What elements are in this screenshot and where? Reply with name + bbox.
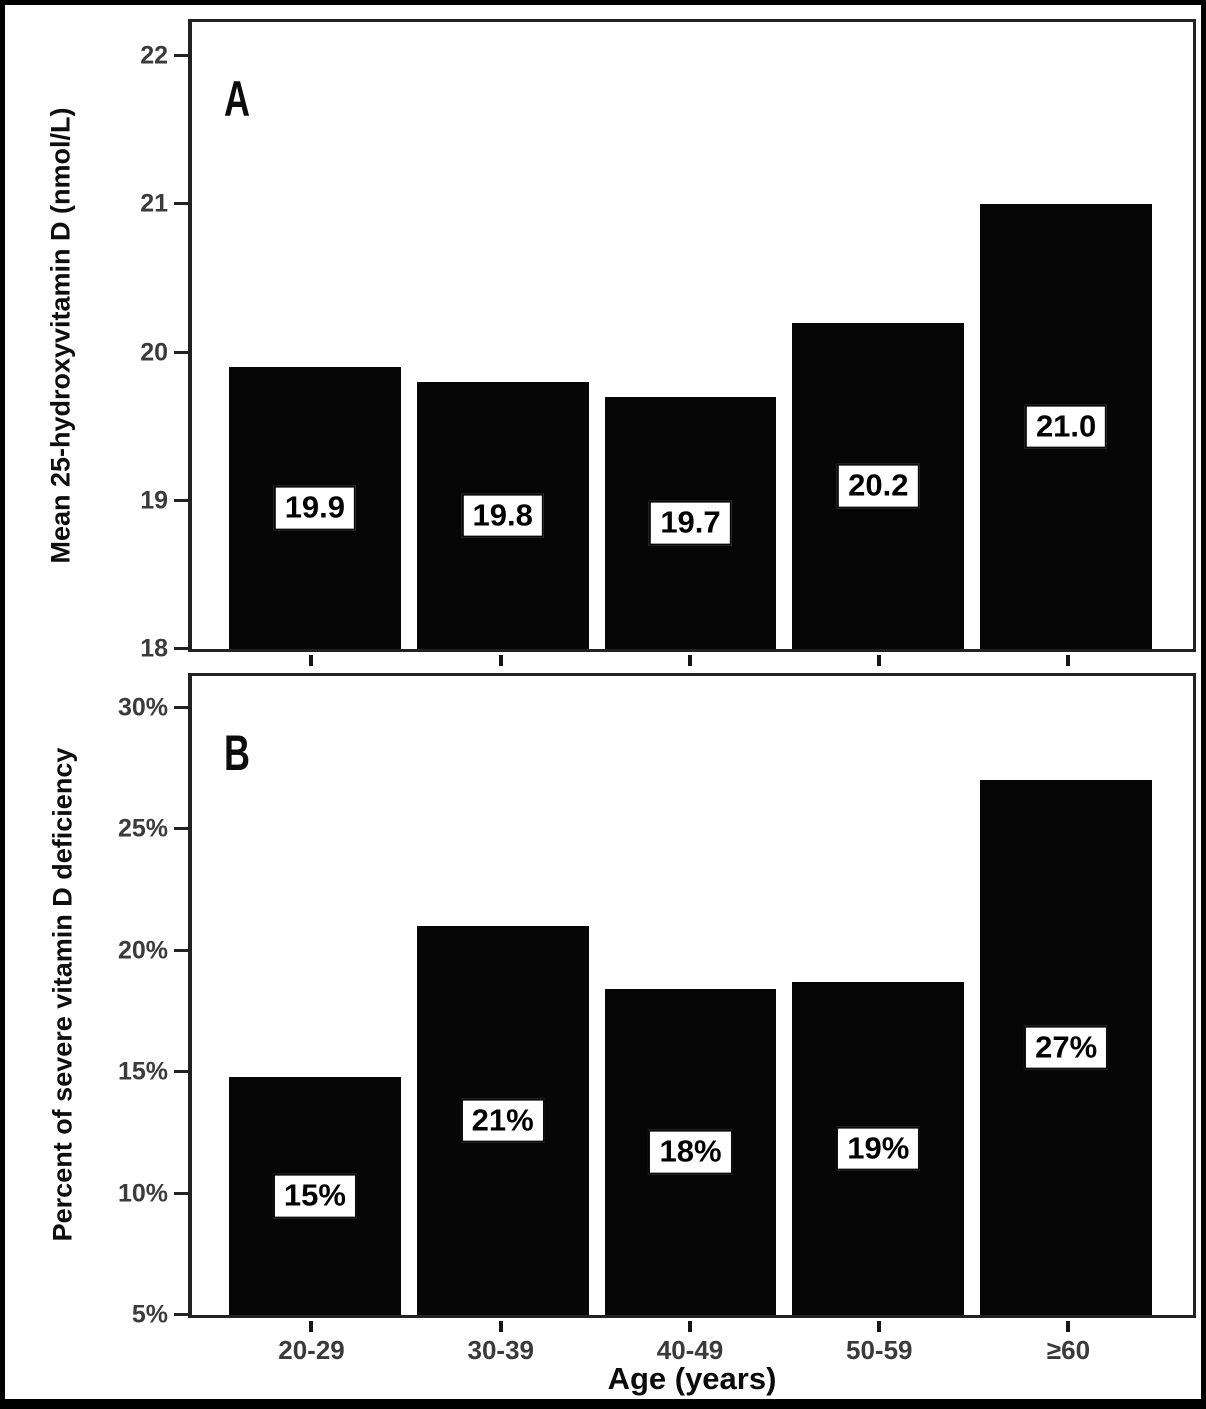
y-tick-label: 20% [117,936,168,965]
y-tick-label: 5% [131,1300,168,1329]
y-tick [174,202,189,206]
bar-40-49: 19.7 [604,397,777,649]
y-tick-label: 19 [140,486,168,515]
bar-30-39: 21% [416,926,589,1315]
y-tick [174,498,189,502]
x-tick-slot [604,1321,777,1333]
x-tick [1066,1321,1071,1332]
panel-a-x-ticks [225,655,1155,667]
bar-50-59: 20.2 [792,322,965,649]
panel-b-plot-area: B 15% 21% 18% 19% 27% 30% 25% 20% 15% 10% 5% [118,673,1196,1327]
bar-value-label: 21.0 [1024,404,1108,450]
bar-value-label: 18% [648,1129,733,1175]
y-tick-label: 30% [117,693,168,722]
bar-value-label: 19.7 [649,500,732,546]
bar-value-label: 19.9 [273,485,357,531]
bar-30-39: 19.8 [416,382,589,649]
y-tick [174,1313,189,1316]
y-tick [174,1070,189,1074]
x-tick-label: 50-59 [845,1335,913,1365]
y-tick-label: 25% [117,814,168,843]
x-tick [877,655,882,666]
x-tick [687,1321,692,1332]
x-axis-tick-labels: 20-29 30-39 40-49 50-59 ≥60 [225,1335,1155,1366]
bar-value-label: 19.8 [461,493,544,538]
panel-a-plot-area: A 19.9 19.8 19.7 20.2 21.0 22 21 20 19 18 [140,19,1196,661]
y-tick [174,1191,189,1195]
bar-value-label: 21% [460,1098,545,1143]
x-tick [498,655,503,666]
x-tick-slot [414,655,587,667]
bar-50-59: 19% [792,982,965,1315]
x-tick-label: 30-39 [467,1335,534,1365]
y-tick [174,54,189,58]
panel-b-letter: B [224,725,250,781]
x-tick-slot [793,655,966,667]
panel-a-bars: 19.9 19.8 19.7 20.2 21.0 [229,22,1152,649]
bar-value-label: 19% [836,1126,921,1171]
bar-value-label: 15% [272,1173,357,1219]
x-tick-slot [982,655,1155,667]
y-tick [174,350,189,354]
x-tick [309,655,314,666]
x-tick-label: 20-29 [278,1335,345,1365]
x-tick-label: ≥60 [1046,1335,1091,1365]
bar-20-29: 19.9 [229,367,401,649]
y-tick-label: 18 [140,634,168,663]
x-tick [1066,655,1071,666]
x-tick [877,1321,882,1332]
panel-a-letter: A [224,71,250,127]
bar-40-49: 18% [604,989,777,1315]
x-tick [309,1321,314,1332]
x-tick [498,1321,503,1332]
bar-20-29: 15% [229,1076,401,1315]
x-tick-slot [414,1321,587,1333]
x-tick-slot [604,655,777,667]
x-axis-title: Age (years) [607,1361,777,1396]
y-tick-label: 15% [117,1057,168,1086]
y-tick [174,827,189,831]
bar-≥60: 27% [980,780,1152,1315]
panel-b-y-axis-title: Percent of severe vitamin D deficiency [47,747,78,1242]
x-tick-slot [225,1321,398,1333]
y-tick-label: 20 [140,338,168,367]
y-tick [174,647,189,650]
x-tick [687,655,692,666]
y-tick [174,948,189,952]
panel-a-y-axis-title: Mean 25-hydroxyvitamin D (nmol/L) [45,107,76,564]
bar-≥60: 21.0 [980,204,1152,649]
y-tick-label: 22 [140,41,168,70]
y-tick-label: 21 [140,189,168,218]
y-tick [174,705,189,709]
x-tick-slot [225,655,398,667]
x-tick-slot [982,1321,1155,1333]
y-tick-label: 10% [117,1179,168,1208]
panel-b-x-ticks [225,1321,1155,1333]
panel-b-bars: 15% 21% 18% 19% 27% [229,676,1152,1315]
bar-value-label: 20.2 [837,463,920,509]
x-tick-label: 40-49 [656,1335,724,1365]
bar-value-label: 27% [1024,1025,1109,1071]
x-tick-slot [793,1321,966,1333]
